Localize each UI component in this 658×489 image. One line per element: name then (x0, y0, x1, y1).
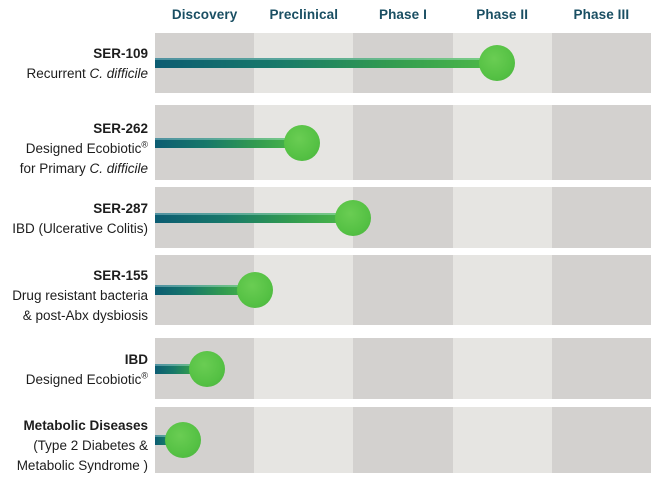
phase-band-row (155, 338, 651, 399)
program-name: SER-109 (93, 46, 148, 61)
program-indication-line: Designed Ecobiotic® (25, 139, 148, 156)
stage-marker-dot (284, 124, 320, 161)
stage-marker-dot (237, 272, 273, 308)
program-label: IBD Designed Ecobiotic® (0, 350, 148, 390)
program-indication-line: for Primary C. difficile (19, 160, 148, 176)
program-indication-line: Recurrent C. difficile (26, 66, 148, 81)
stage-marker-dot (189, 350, 225, 387)
program-label: SER-109 Recurrent C. difficile (0, 44, 148, 84)
program-indication-line: IBD (Ulcerative Colitis) (12, 220, 148, 236)
program-label: SER-155 Drug resistant bacteria & post-Abx… (0, 266, 148, 326)
progress-bar (155, 285, 255, 295)
progress-bar (155, 212, 353, 223)
program-indication-line: (Type 2 Diabetes & (33, 438, 148, 453)
program-name: SER-287 (93, 200, 148, 216)
stage-marker-dot (335, 199, 371, 236)
program-name: SER-155 (93, 268, 148, 283)
progress-bar (155, 363, 207, 374)
program-indication-line: Designed Ecobiotic® (25, 370, 148, 387)
program-name: IBD (124, 351, 148, 367)
column-header-preclinical: Preclinical (269, 7, 339, 22)
program-indication-line: Metabolic Syndrome ) (16, 458, 148, 473)
program-name: SER-262 (93, 120, 148, 136)
progress-bar (155, 58, 497, 68)
column-header-phase-iii: Phase III (573, 7, 630, 22)
column-header-discovery: Discovery (171, 7, 238, 22)
program-label: SER-287 IBD (Ulcerative Colitis) (0, 199, 148, 239)
phase-band-row (155, 407, 651, 473)
progress-bar (155, 137, 302, 148)
column-header-phase-ii: Phase II (476, 7, 529, 22)
stage-marker-dot (479, 45, 515, 81)
program-name: Metabolic Diseases (23, 418, 148, 433)
program-indication-line: Drug resistant bacteria (12, 288, 148, 303)
program-indication-line: & post-Abx dysbiosis (22, 308, 148, 323)
column-header-phase-i: Phase I (378, 7, 427, 22)
program-label: SER-262 Designed Ecobiotic® for Primary C.… (0, 119, 148, 179)
program-label: Metabolic Diseases (Type 2 Diabetes & Meta… (0, 416, 148, 476)
stage-marker-dot (165, 422, 201, 458)
